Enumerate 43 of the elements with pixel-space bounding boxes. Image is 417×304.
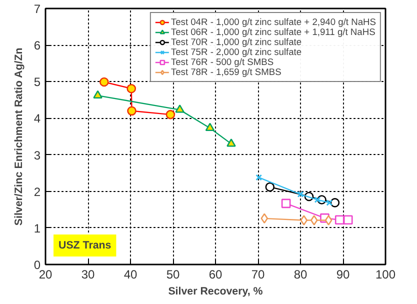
y-tick-label: 3 xyxy=(34,148,41,162)
point xyxy=(226,138,236,147)
point xyxy=(175,104,184,113)
point xyxy=(281,198,291,208)
point xyxy=(324,215,332,226)
point xyxy=(334,215,344,225)
y-tick-label: 6 xyxy=(34,38,41,53)
legend-label: Test 06R - 1,000 g/t zinc sulfate + 1,911 g/t NaHS xyxy=(170,27,376,37)
point xyxy=(260,213,268,224)
point xyxy=(297,191,304,198)
legend-label: Test 76R - 500 g/t SMBS xyxy=(170,57,274,67)
y-tick-label: 1 xyxy=(34,221,41,236)
x-tick-label: 80 xyxy=(294,268,308,282)
x-axis-title: Silver Recovery, % xyxy=(168,286,264,298)
x-tick-label: 30 xyxy=(81,268,95,282)
point xyxy=(343,215,353,225)
legend-label: Test 04R - 1,000 g/t zinc sulfate + 2,940 g/t NaHS xyxy=(170,17,376,27)
x-tick-label: 50 xyxy=(166,268,180,282)
y-tick-label: 2 xyxy=(34,184,41,199)
x-tick-label: 90 xyxy=(336,268,350,282)
point xyxy=(265,182,275,192)
y-tick-label: 7 xyxy=(34,2,41,16)
point xyxy=(205,122,215,132)
x-tick-label: 60 xyxy=(208,268,222,282)
annotation: USZ Trans xyxy=(58,240,112,252)
x-tick-label: 100 xyxy=(375,268,396,282)
x-tick-label: 20 xyxy=(38,268,52,282)
point xyxy=(310,215,318,226)
x-tick-label: 70 xyxy=(251,268,265,282)
y-tick-label: 5 xyxy=(34,75,41,90)
legend-label: Test 78R - 1,659 g/t SMBS xyxy=(170,67,282,77)
point xyxy=(330,198,340,208)
y-axis-title: Silver/Zinc Enrichment Ratio Ag/Zn xyxy=(12,48,25,226)
y-tick-label: 0 xyxy=(34,258,41,272)
point xyxy=(300,215,308,226)
point xyxy=(93,90,102,98)
y-tick-label: 4 xyxy=(34,112,41,126)
legend-label: Test 75R - 2,000 g/t zinc sulfate xyxy=(170,47,302,57)
point xyxy=(314,196,321,203)
point xyxy=(256,174,262,181)
point xyxy=(326,199,333,206)
legend-label: Test 70R - 1,000 g/t zinc sulfate xyxy=(170,37,302,47)
x-tick-label: 40 xyxy=(124,268,138,282)
